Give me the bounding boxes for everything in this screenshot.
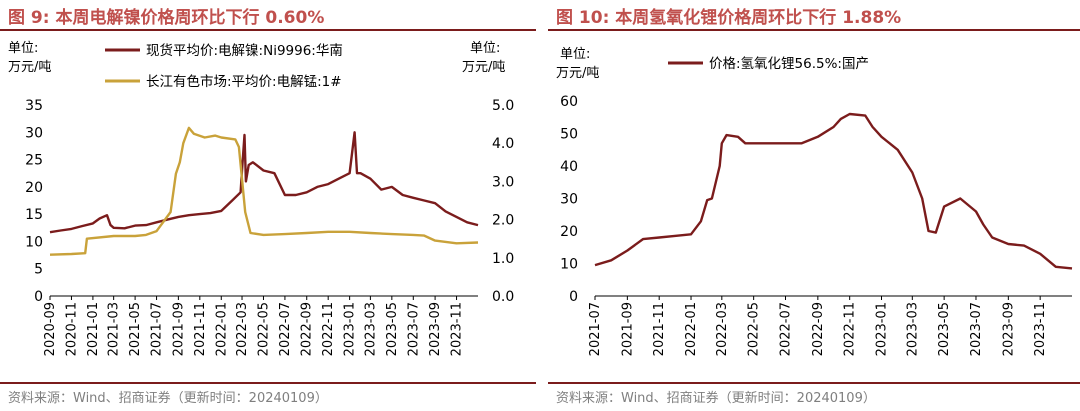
x-tick-label: 2022-09 bbox=[811, 302, 826, 356]
lithium-hydroxide-chart: 单位: 万元/吨 价格:氢氧化锂56.5%:国产 2021-07 2021-09 2… bbox=[556, 47, 1073, 356]
x-tick-label: 2022-03 bbox=[715, 302, 730, 356]
x-tick-label: 2022-03 bbox=[235, 302, 250, 356]
series-line-lithium-hydroxide bbox=[594, 112, 1073, 270]
series-line-nickel bbox=[49, 131, 479, 234]
y-tick-label: 20 bbox=[560, 224, 578, 240]
x-tick-label: 2021-03 bbox=[107, 302, 122, 356]
x-tick-label: 2021-09 bbox=[171, 302, 186, 356]
x-tick-label: 2021-01 bbox=[86, 302, 101, 356]
x-tick-label: 2022-11 bbox=[843, 302, 858, 356]
x-tick-label: 2022-01 bbox=[214, 302, 229, 356]
y-right-tick-label: 3.0 bbox=[492, 174, 514, 190]
y-left-tick-label: 25 bbox=[25, 153, 43, 169]
x-tick-label: 2023-01 bbox=[343, 302, 358, 356]
x-tick-label: 2022-11 bbox=[321, 302, 336, 356]
x-tick-label: 2021-11 bbox=[652, 302, 667, 356]
y-left-tick-label: 15 bbox=[25, 207, 43, 223]
chart-title: 图 10: 本周氢氧化锂价格周环比下行 1.88% bbox=[556, 8, 902, 28]
source-note: 资料来源：Wind、招商证券（更新时间：20240109） bbox=[8, 391, 328, 406]
x-tick-label: 2022-07 bbox=[778, 302, 793, 356]
x-tick-label: 2023-01 bbox=[875, 302, 890, 356]
y-right-tick-label: 2.0 bbox=[492, 213, 514, 229]
x-tick-label: 2022-05 bbox=[747, 302, 762, 356]
x-tick-label: 2020-09 bbox=[43, 302, 58, 356]
y-right-tick-label: 4.0 bbox=[492, 136, 514, 152]
y-tick-label: 30 bbox=[560, 192, 578, 208]
x-tick-label: 2023-11 bbox=[450, 302, 465, 356]
legend-label-nickel: 现货平均价:电解镍:Ni9996:华南 bbox=[146, 42, 343, 59]
x-tick-label: 2023-09 bbox=[428, 302, 443, 356]
y-tick-label: 60 bbox=[560, 94, 578, 110]
x-tick-label: 2021-11 bbox=[193, 302, 208, 356]
nickel-manganese-chart: 单位: 万元/吨 单位: 万元/吨 现货平均价:电解镍:Ni9996:华南 长江… bbox=[8, 41, 514, 356]
x-tick-label: 2023-07 bbox=[969, 302, 984, 356]
y-right-tick-label: 0.0 bbox=[492, 289, 514, 305]
x-tick-label: 2022-05 bbox=[256, 302, 271, 356]
x-tick-label: 2021-07 bbox=[150, 302, 165, 356]
y-right-tick-label: 5.0 bbox=[492, 98, 514, 114]
x-tick-label: 2021-07 bbox=[588, 302, 603, 356]
series-line-manganese bbox=[49, 126, 479, 256]
source-rule bbox=[0, 382, 536, 384]
unit-label: 单位: bbox=[560, 47, 590, 62]
nickel-manganese-chart-panel: 图 9: 本周电解镍价格周环比下行 0.60% 单位: 万元/吨 单位: 万元/… bbox=[0, 0, 536, 411]
x-tick-label: 2023-05 bbox=[385, 302, 400, 356]
y-tick-label: 50 bbox=[560, 127, 578, 143]
x-tick-label: 2023-07 bbox=[406, 302, 421, 356]
y-tick-label: 0 bbox=[569, 289, 578, 305]
y-left-tick-label: 10 bbox=[25, 234, 43, 250]
y-left-tick-label: 30 bbox=[25, 125, 43, 141]
right-unit-label: 单位: bbox=[470, 41, 500, 56]
left-unit-label: 单位: bbox=[8, 41, 38, 56]
right-unit-value: 万元/吨 bbox=[462, 60, 505, 75]
x-tick-label: 2023-05 bbox=[937, 302, 952, 356]
x-tick-label: 2022-07 bbox=[278, 302, 293, 356]
x-tick-label: 2020-11 bbox=[64, 302, 79, 356]
unit-value: 万元/吨 bbox=[556, 66, 599, 81]
y-right-tick-label: 1.0 bbox=[492, 251, 514, 267]
lithium-hydroxide-chart-panel: 图 10: 本周氢氧化锂价格周环比下行 1.88% 单位: 万元/吨 价格:氢氧… bbox=[548, 0, 1080, 411]
chart-title: 图 9: 本周电解镍价格周环比下行 0.60% bbox=[8, 8, 325, 28]
x-tick-label: 2022-01 bbox=[684, 302, 699, 356]
source-rule bbox=[548, 382, 1080, 384]
y-tick-label: 10 bbox=[560, 257, 578, 273]
title-rule bbox=[548, 29, 1080, 31]
x-tick-label: 2022-09 bbox=[300, 302, 315, 356]
title-rule bbox=[0, 29, 536, 31]
y-left-tick-label: 35 bbox=[25, 98, 43, 114]
y-left-tick-label: 20 bbox=[25, 180, 43, 196]
source-note: 资料来源：Wind、招商证券（更新时间：20240109） bbox=[556, 391, 876, 406]
y-tick-label: 40 bbox=[560, 159, 578, 175]
left-unit-value: 万元/吨 bbox=[8, 60, 51, 75]
legend-label-manganese: 长江有色市场:平均价:电解锰:1# bbox=[146, 73, 342, 90]
x-tick-label: 2023-09 bbox=[1001, 302, 1016, 356]
x-tick-label: 2023-03 bbox=[363, 302, 378, 356]
y-left-tick-label: 5 bbox=[34, 262, 43, 278]
x-tick-label: 2023-11 bbox=[1033, 302, 1048, 356]
x-tick-label: 2021-05 bbox=[128, 302, 143, 356]
x-tick-label: 2023-03 bbox=[905, 302, 920, 356]
x-tick-label: 2021-09 bbox=[620, 302, 635, 356]
legend-label-lithium: 价格:氢氧化锂56.5%:国产 bbox=[709, 56, 869, 72]
y-left-tick-label: 0 bbox=[34, 289, 43, 305]
